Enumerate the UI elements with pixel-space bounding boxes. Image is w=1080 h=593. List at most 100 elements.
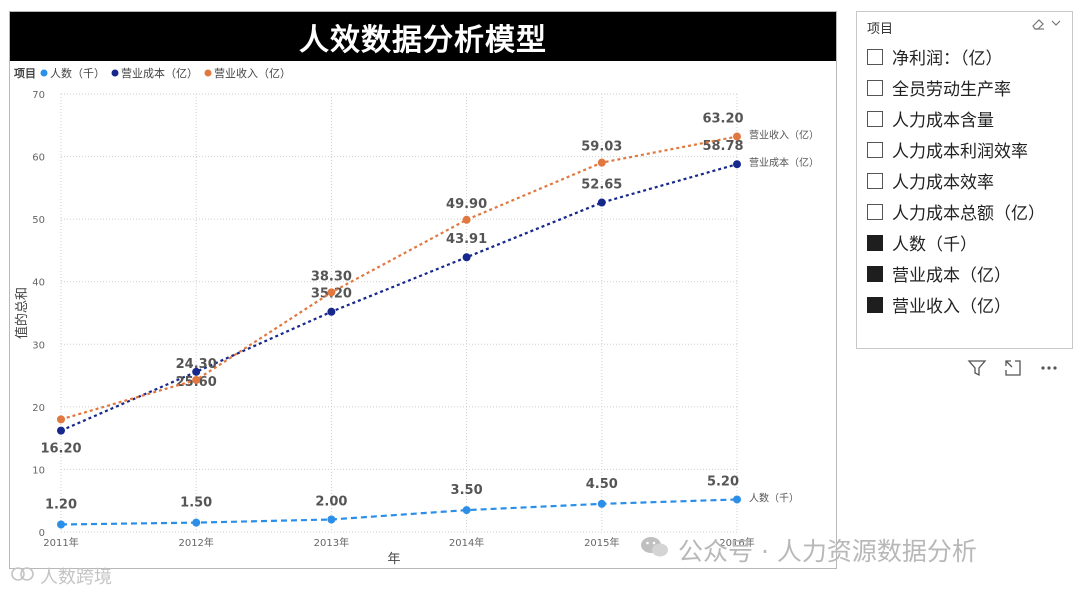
data-point <box>57 415 65 424</box>
slicer-item[interactable]: 人力成本效率 <box>867 165 1045 196</box>
y-axis-title: 值的总和 <box>14 287 30 339</box>
data-point <box>597 158 606 167</box>
slicer-tools <box>1030 17 1062 35</box>
x-tick-label: 2011年 <box>43 536 78 549</box>
x-tick-label: 2014年 <box>449 536 484 549</box>
slicer-header: 项目 <box>867 22 894 37</box>
more-options-icon[interactable] <box>1038 357 1060 379</box>
data-label: 1.50 <box>180 496 212 511</box>
chart-title: 人效数据分析模型 <box>10 12 836 61</box>
slicer-item[interactable]: 人力成本总额（亿） <box>867 196 1045 227</box>
visual-toolbar <box>966 356 1070 380</box>
focus-mode-icon[interactable] <box>1002 357 1024 379</box>
series-line <box>60 498 738 526</box>
slicer-checkbox[interactable] <box>867 265 883 282</box>
legend-marker <box>111 69 119 77</box>
slicer-item-label: 人力成本效率 <box>892 173 994 193</box>
legend-entry: 营业收入（亿） <box>214 66 291 80</box>
data-point <box>327 288 336 297</box>
data-label: 43.91 <box>446 232 487 247</box>
y-tick-label: 10 <box>32 465 45 476</box>
data-label: 49.90 <box>446 197 487 212</box>
data-label: 24.30 <box>176 357 217 372</box>
data-point <box>327 307 336 316</box>
data-label: 2.00 <box>315 494 347 509</box>
slicer-checkbox[interactable] <box>867 296 883 313</box>
series-end-label: 营业收入（亿） <box>749 129 819 142</box>
y-tick-label: 20 <box>32 403 45 414</box>
x-tick-label: 2015年 <box>584 536 619 549</box>
slicer-item[interactable]: 净利润：（亿） <box>867 41 1045 72</box>
data-point <box>733 160 741 169</box>
slicer-item[interactable]: 人数（千） <box>867 227 1045 258</box>
legend-entry: 人数（千） <box>50 67 105 80</box>
x-axis-title: 年 <box>387 552 400 567</box>
data-point <box>192 375 201 384</box>
slicer-item-label: 营业收入（亿） <box>892 297 1011 317</box>
y-tick-label: 50 <box>32 215 45 226</box>
data-label: 4.50 <box>586 477 618 492</box>
slicer-checkbox[interactable] <box>867 203 883 220</box>
slicer-item-label: 人数（千） <box>892 235 977 255</box>
slicer-panel[interactable]: 项目 净利润：（亿） 全员劳动生产率人力成本含量人力成本利润效率 人力成本效率人力成… <box>856 11 1073 349</box>
data-point <box>462 506 471 515</box>
watermark-logo-icon <box>10 564 36 589</box>
data-point <box>192 367 201 376</box>
y-tick-label: 60 <box>32 153 45 164</box>
series-end-label: 人数（千） <box>749 491 799 504</box>
slicer-checkbox[interactable] <box>867 110 883 127</box>
data-label: 63.20 <box>702 112 743 127</box>
series-end-label: 营业成本（亿） <box>749 156 819 169</box>
wechat-icon <box>640 534 670 566</box>
x-tick-label: 2016年 <box>719 536 754 549</box>
data-point <box>192 518 201 527</box>
y-tick-label: 0 <box>39 528 45 539</box>
slicer-item-label: 人力成本总额（亿） <box>892 204 1045 224</box>
chart-visual[interactable]: 人效数据分析模型 项目 人数（千） 营业成本（亿） 营业收入（亿） 0 10 20 30 40 5… <box>9 11 837 569</box>
slicer-item[interactable]: 人力成本含量 <box>867 103 1045 134</box>
data-point <box>327 515 336 524</box>
filter-icon[interactable] <box>966 357 988 379</box>
data-point <box>462 253 471 262</box>
y-tick-label: 30 <box>32 340 45 351</box>
slicer-item[interactable]: 人力成本利润效率 <box>867 134 1045 165</box>
slicer-item-label: 人力成本含量 <box>892 111 994 131</box>
y-tick-label: 40 <box>32 278 45 289</box>
chevron-down-icon[interactable] <box>1050 17 1062 35</box>
data-point <box>597 499 606 508</box>
y-tick-label: 70 <box>32 90 45 101</box>
slicer-item-label: 人力成本利润效率 <box>892 142 1028 162</box>
data-label: 59.03 <box>581 140 622 155</box>
slicer-checkbox[interactable] <box>867 79 883 96</box>
data-label: 58.78 <box>702 139 743 154</box>
slicer-item[interactable]: 营业成本（亿） <box>867 258 1045 289</box>
slicer-item-label: 营业成本（亿） <box>892 266 1011 286</box>
data-label: 16.20 <box>40 442 81 457</box>
slicer-checkbox[interactable] <box>867 234 883 251</box>
watermark-right-text: 公众号 · 人力资源数据分析 <box>678 537 977 566</box>
eraser-icon[interactable] <box>1030 17 1046 35</box>
slicer-checkbox[interactable] <box>867 48 883 65</box>
series-line <box>60 163 738 432</box>
watermark-left-text: 人数跨境 <box>40 567 112 588</box>
legend-marker <box>204 69 212 77</box>
slicer-checkbox[interactable] <box>867 172 883 189</box>
data-point <box>733 132 741 141</box>
legend-marker <box>40 69 48 77</box>
legend-entry: 营业成本（亿） <box>121 66 198 80</box>
slicer-item[interactable]: 营业收入（亿） <box>867 289 1045 320</box>
x-tick-label: 2013年 <box>314 536 349 549</box>
data-label: 3.50 <box>451 483 483 498</box>
data-label: 5.20 <box>707 474 739 489</box>
slicer-checkbox[interactable] <box>867 141 883 158</box>
data-point <box>597 198 606 207</box>
x-tick-label: 2012年 <box>178 536 213 549</box>
watermark-left: 人数跨境 <box>10 563 112 589</box>
data-label: 1.20 <box>45 497 77 512</box>
data-point <box>462 215 471 224</box>
slicer-item[interactable]: 全员劳动生产率 <box>867 72 1045 103</box>
watermark-right: 公众号 · 人力资源数据分析 <box>640 532 977 568</box>
slicer-list: 净利润：（亿） 全员劳动生产率人力成本含量人力成本利润效率 人力成本效率人力成本总额… <box>867 41 1045 320</box>
line-chart: 项目 人数（千） 营业成本（亿） 营业收入（亿）0102030405060702011… <box>14 66 819 567</box>
series-line <box>60 135 738 421</box>
